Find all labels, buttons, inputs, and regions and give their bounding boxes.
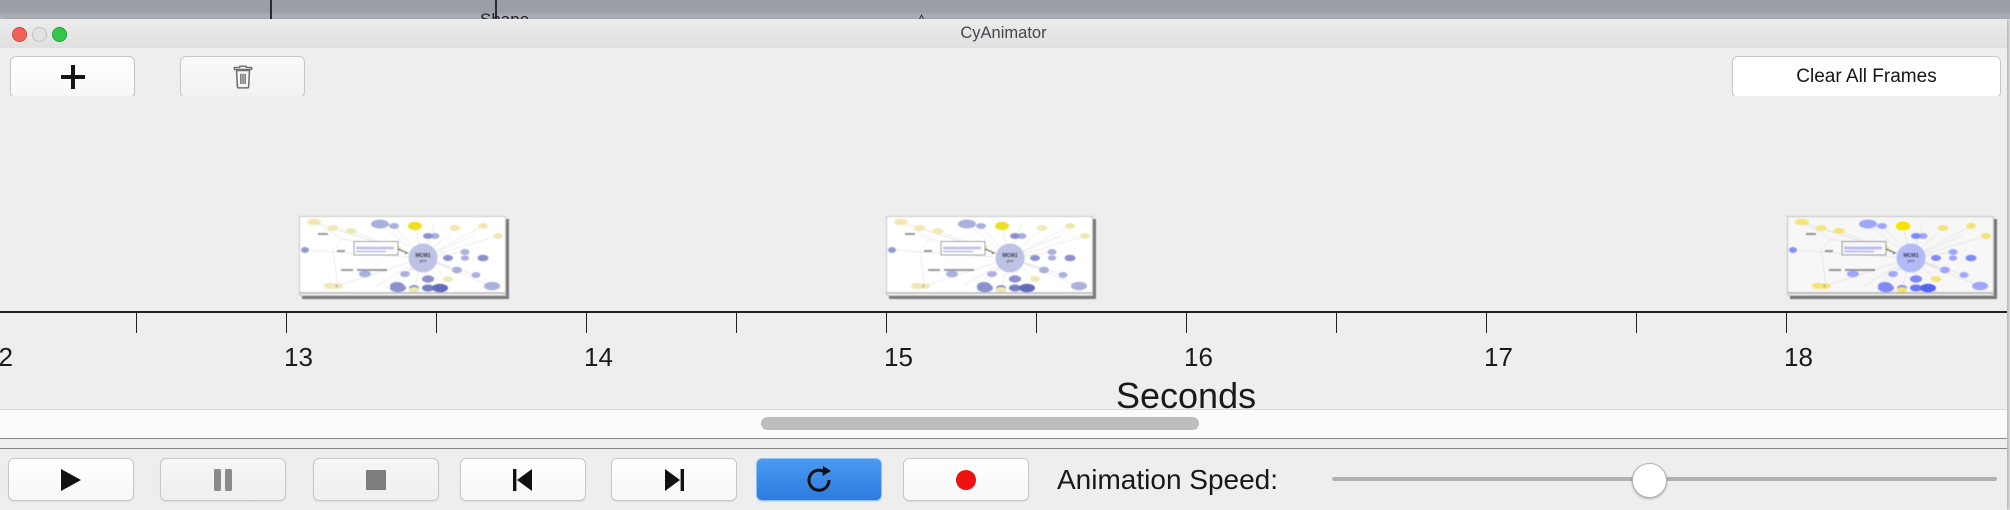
svg-text:gene: gene: [1907, 259, 1914, 263]
svg-text:gene: gene: [419, 259, 426, 263]
svg-text:gene: gene: [1006, 259, 1013, 263]
